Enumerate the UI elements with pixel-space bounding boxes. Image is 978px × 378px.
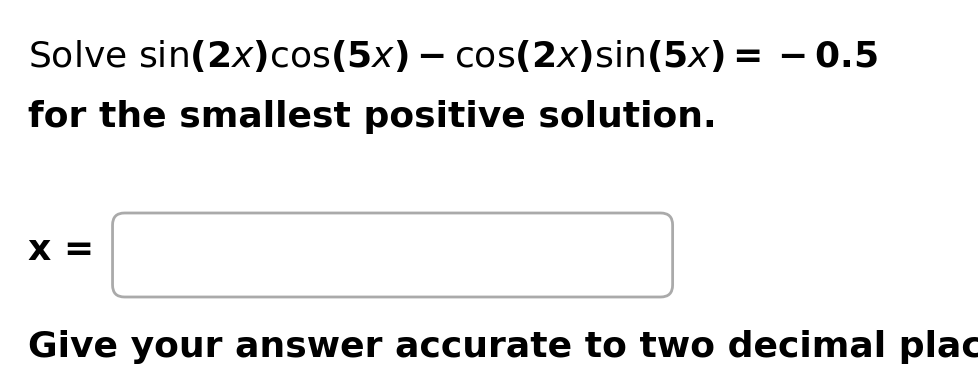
Text: for the smallest positive solution.: for the smallest positive solution. [28, 100, 716, 134]
FancyBboxPatch shape [112, 213, 672, 297]
Text: Give your answer accurate to two decimal places.: Give your answer accurate to two decimal… [28, 330, 978, 364]
Text: x =: x = [28, 233, 94, 267]
Text: Solve $\mathbf{\sin(2}$$\mathit{x}$$\mathbf{)\cos(5}$$\mathit{x}$$\mathbf{) - \c: Solve $\mathbf{\sin(2}$$\mathit{x}$$\mat… [28, 38, 877, 74]
